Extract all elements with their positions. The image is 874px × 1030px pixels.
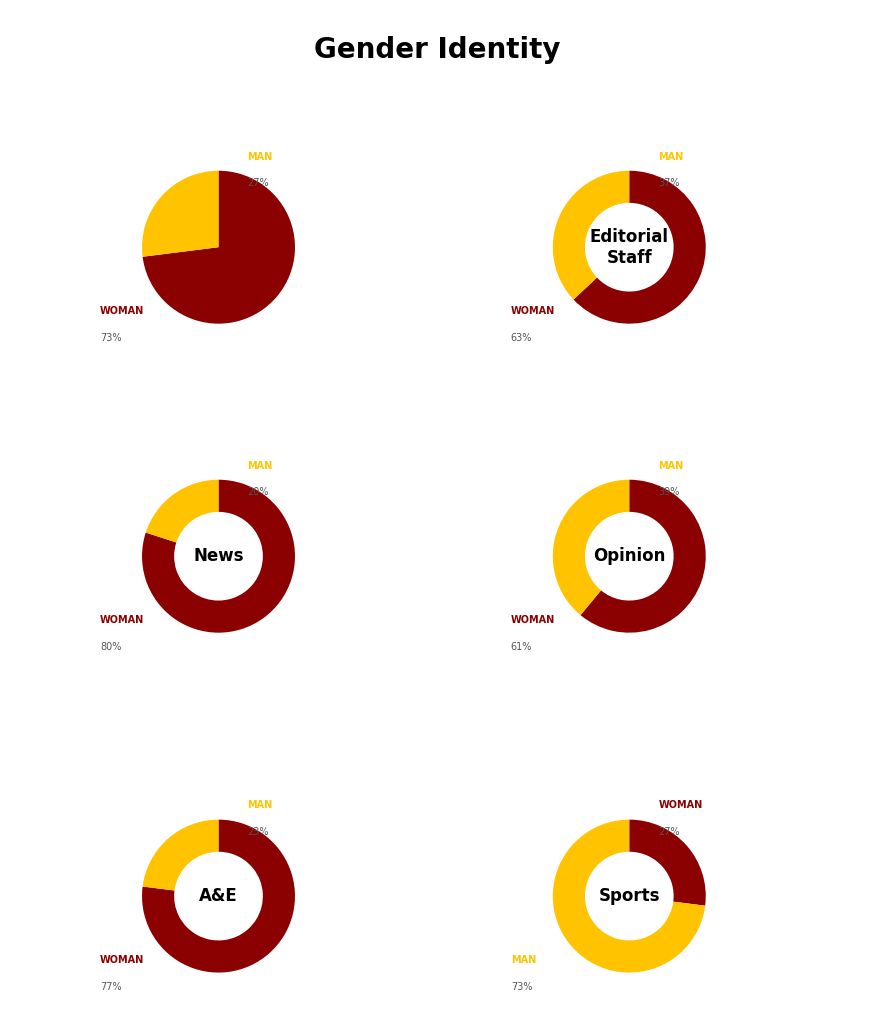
Text: 37%: 37% xyxy=(658,178,680,188)
Text: MAN: MAN xyxy=(658,151,683,162)
Text: 39%: 39% xyxy=(658,487,680,497)
Text: 73%: 73% xyxy=(510,982,532,992)
Wedge shape xyxy=(142,480,295,632)
Wedge shape xyxy=(553,480,629,615)
Wedge shape xyxy=(142,171,218,256)
Text: Editorial
Staff: Editorial Staff xyxy=(590,228,669,267)
Text: WOMAN: WOMAN xyxy=(100,306,144,316)
Text: 80%: 80% xyxy=(100,642,121,652)
Wedge shape xyxy=(580,480,705,632)
Wedge shape xyxy=(142,820,218,891)
Text: MAN: MAN xyxy=(658,460,683,471)
Text: 27%: 27% xyxy=(658,827,680,837)
Text: MAN: MAN xyxy=(247,800,273,811)
Text: 20%: 20% xyxy=(247,487,269,497)
Wedge shape xyxy=(142,820,295,972)
Text: Gender Identity: Gender Identity xyxy=(314,36,560,64)
Wedge shape xyxy=(629,820,705,905)
Wedge shape xyxy=(553,820,705,972)
Wedge shape xyxy=(573,171,705,323)
Text: WOMAN: WOMAN xyxy=(510,306,555,316)
Text: MAN: MAN xyxy=(247,151,273,162)
Text: 77%: 77% xyxy=(100,982,121,992)
Text: MAN: MAN xyxy=(247,460,273,471)
Text: 61%: 61% xyxy=(510,642,532,652)
Text: 73%: 73% xyxy=(100,333,121,343)
Text: WOMAN: WOMAN xyxy=(100,955,144,965)
Wedge shape xyxy=(146,480,218,543)
Text: 23%: 23% xyxy=(247,827,269,837)
Text: WOMAN: WOMAN xyxy=(658,800,703,811)
Text: Opinion: Opinion xyxy=(593,547,665,565)
Text: Sports: Sports xyxy=(599,887,660,905)
Text: MAN: MAN xyxy=(510,955,536,965)
Text: 27%: 27% xyxy=(247,178,269,188)
Wedge shape xyxy=(553,171,629,300)
Text: A&E: A&E xyxy=(199,887,238,905)
Text: WOMAN: WOMAN xyxy=(510,615,555,625)
Text: News: News xyxy=(193,547,244,565)
Wedge shape xyxy=(142,171,295,323)
Text: WOMAN: WOMAN xyxy=(100,615,144,625)
Text: 63%: 63% xyxy=(510,333,532,343)
